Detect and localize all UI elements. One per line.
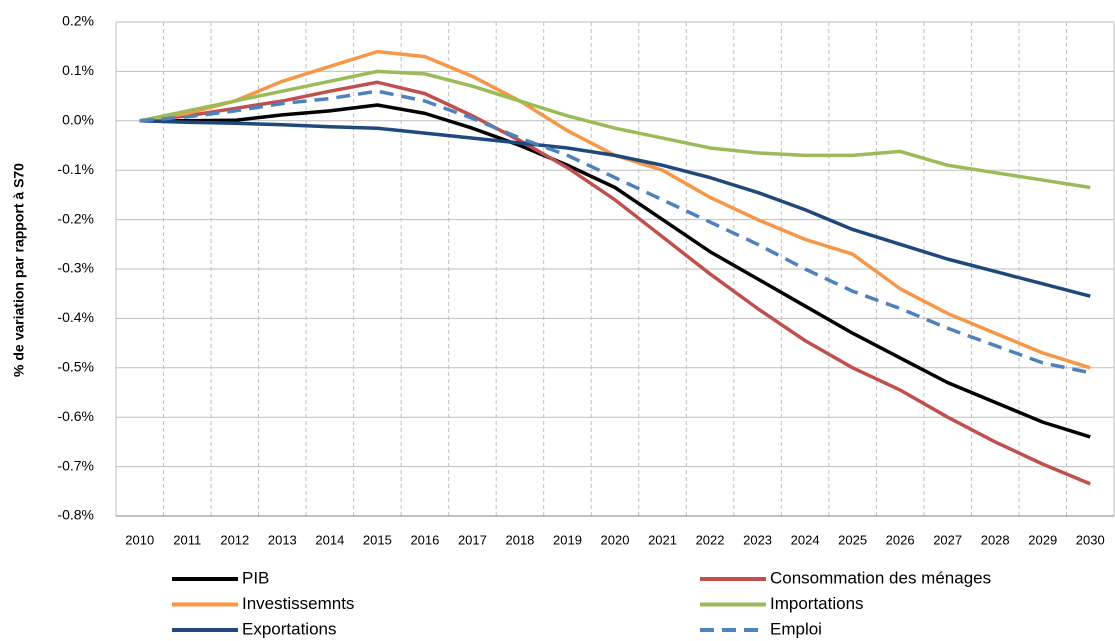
y-tick-label: -0.5% bbox=[57, 359, 94, 375]
x-tick-label: 2017 bbox=[458, 532, 487, 547]
series-line bbox=[139, 80, 1091, 486]
legend-label: Consommation des ménages bbox=[770, 568, 991, 587]
x-tick-label: 2028 bbox=[981, 532, 1010, 547]
x-tick-label: 2024 bbox=[791, 532, 820, 547]
x-tick-label: 2021 bbox=[648, 532, 677, 547]
legend-label: PIB bbox=[242, 568, 269, 587]
x-tick-label: 2020 bbox=[601, 532, 630, 547]
x-tick-label: 2022 bbox=[696, 532, 725, 547]
legend-label: Emploi bbox=[770, 619, 822, 638]
y-axis-label: % de variation par rapport à S70 bbox=[11, 163, 27, 377]
series-line bbox=[139, 103, 1091, 439]
x-tick-label: 2029 bbox=[1028, 532, 1057, 547]
y-tick-label: -0.7% bbox=[57, 457, 94, 473]
y-tick-label: -0.1% bbox=[57, 161, 94, 177]
x-tick-label: 2030 bbox=[1076, 532, 1105, 547]
y-tick-label: -0.6% bbox=[57, 408, 94, 424]
legend-label: Exportations bbox=[242, 619, 337, 638]
y-tick-label: -0.4% bbox=[57, 309, 94, 325]
x-tick-label: 2018 bbox=[505, 532, 534, 547]
x-tick-label: 2026 bbox=[886, 532, 915, 547]
x-tick-label: 2027 bbox=[933, 532, 962, 547]
y-tick-label: -0.2% bbox=[57, 210, 94, 226]
x-tick-label: 2019 bbox=[553, 532, 582, 547]
x-tick-label: 2014 bbox=[315, 532, 344, 547]
series-line bbox=[139, 69, 1091, 190]
x-tick-label: 2011 bbox=[173, 532, 201, 547]
y-tick-label: -0.8% bbox=[57, 507, 94, 523]
x-tick-label: 2015 bbox=[363, 532, 392, 547]
y-tick-label: 0.1% bbox=[62, 62, 94, 78]
x-tick-label: 2012 bbox=[220, 532, 249, 547]
x-tick-label: 2016 bbox=[410, 532, 439, 547]
series-line bbox=[139, 119, 1091, 298]
y-tick-label: 0.0% bbox=[62, 112, 94, 128]
x-tick-label: 2010 bbox=[125, 532, 154, 547]
x-tick-label: 2013 bbox=[268, 532, 297, 547]
series-line bbox=[139, 49, 1091, 370]
legend-label: Investissemnts bbox=[242, 594, 354, 613]
y-tick-label: -0.3% bbox=[57, 260, 94, 276]
legend-label: Importations bbox=[770, 594, 864, 613]
y-tick-label: 0.2% bbox=[62, 13, 94, 29]
x-tick-label: 2023 bbox=[743, 532, 772, 547]
series-line bbox=[139, 89, 1091, 375]
x-tick-label: 2025 bbox=[838, 532, 867, 547]
